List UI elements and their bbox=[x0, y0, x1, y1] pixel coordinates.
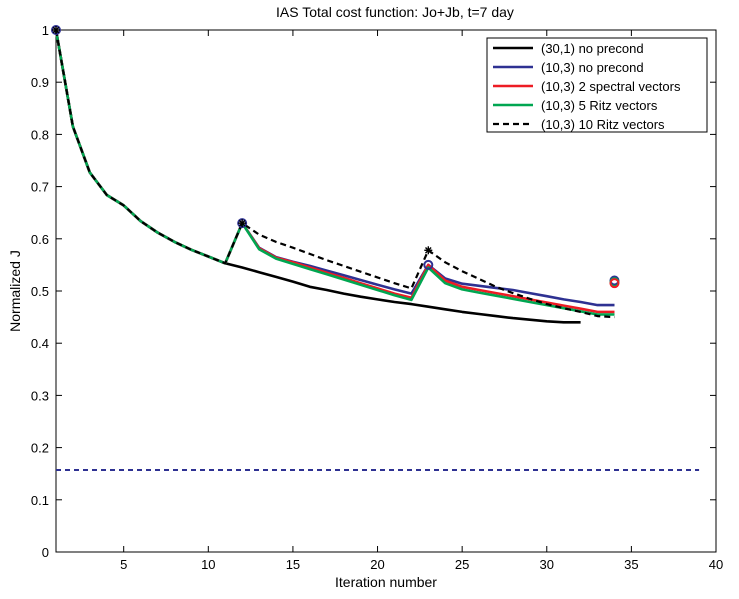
y-tick-label: 0.9 bbox=[31, 75, 49, 90]
x-tick-label: 35 bbox=[624, 557, 638, 572]
x-tick-label: 30 bbox=[540, 557, 554, 572]
x-tick-label: 10 bbox=[201, 557, 215, 572]
y-tick-label: 0 bbox=[42, 545, 49, 560]
y-tick-label: 1 bbox=[42, 23, 49, 38]
series-layer bbox=[54, 29, 700, 472]
legend-label-2: (10,3) no precond bbox=[541, 60, 644, 75]
legend-label-5: (10,3) 10 Ritz vectors bbox=[541, 117, 665, 132]
x-tick-label: 5 bbox=[120, 557, 127, 572]
legend-label-3: (10,3) 2 spectral vectors bbox=[541, 79, 681, 94]
legend-label-4: (10,3) 5 Ritz vectors bbox=[541, 98, 658, 113]
x-axis-label: Iteration number bbox=[335, 574, 437, 590]
star-marker bbox=[424, 246, 433, 255]
series-line-4 bbox=[54, 29, 615, 316]
x-tick-label: 15 bbox=[286, 557, 300, 572]
series-line-5 bbox=[54, 29, 615, 319]
star-marker bbox=[238, 219, 247, 228]
y-tick-label: 0.8 bbox=[31, 127, 49, 142]
legend-label-1: (30,1) no precond bbox=[541, 41, 644, 56]
x-tick-label: 25 bbox=[455, 557, 469, 572]
y-tick-label: 0.3 bbox=[31, 388, 49, 403]
y-tick-label: 0.5 bbox=[31, 284, 49, 299]
chart-title: IAS Total cost function: Jo+Jb, t=7 day bbox=[276, 4, 514, 20]
legend: (30,1) no precond (10,3) no precond (10,3)… bbox=[486, 37, 708, 133]
x-tick-label: 20 bbox=[370, 557, 384, 572]
y-tick-label: 0.6 bbox=[31, 232, 49, 247]
ticks-layer: 5 10 15 20 25 30 35 40 0 0.1 0.2 0.3 0.4 0.5 0.6 0.7 0.8… bbox=[31, 23, 723, 572]
y-tick-label: 0.2 bbox=[31, 441, 49, 456]
circle-marker bbox=[609, 278, 620, 289]
y-tick-label: 0.7 bbox=[31, 180, 49, 195]
y-tick-label: 0.4 bbox=[31, 336, 49, 351]
star-marker bbox=[52, 26, 60, 34]
markers-layer bbox=[51, 25, 620, 289]
y-axis-label: Normalized J bbox=[7, 250, 23, 332]
x-tick-label: 40 bbox=[709, 557, 723, 572]
y-tick-label: 0.1 bbox=[31, 493, 49, 508]
circle-marker bbox=[423, 259, 434, 270]
